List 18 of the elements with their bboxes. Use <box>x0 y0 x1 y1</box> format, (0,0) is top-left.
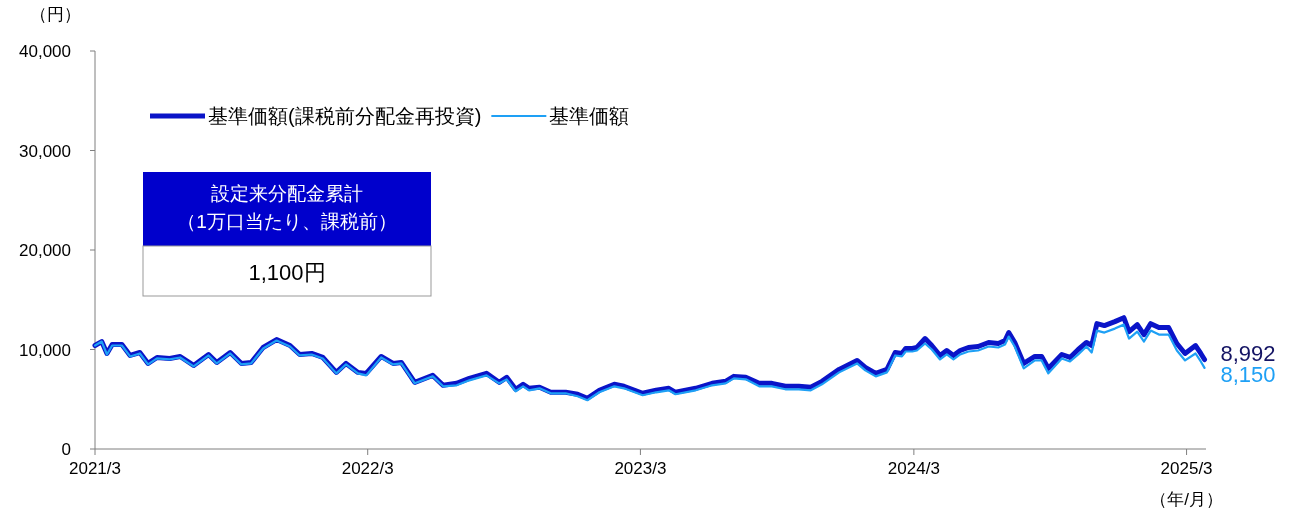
ytick-label: 30,000 <box>19 141 71 161</box>
ytick-label: 0 <box>61 440 71 459</box>
card-head: （1万口当たり、課税前） <box>177 211 397 232</box>
card-head: 設定来分配金累計 <box>211 183 363 204</box>
ylabel: （円） <box>30 5 81 24</box>
xtick-label: 2025/3 <box>1160 459 1213 478</box>
end-label: 8,992 <box>1220 340 1276 366</box>
xtick-label: 2021/3 <box>69 459 121 478</box>
ytick-label: 10,000 <box>19 340 71 360</box>
legend-label: 基準価額(課税前分配金再投資) <box>208 105 482 127</box>
ytick-label: 40,000 <box>19 42 71 61</box>
legend-label: 基準価額 <box>549 105 630 127</box>
xtick-label: 2024/3 <box>887 459 940 478</box>
card-value: 1,100円 <box>248 260 326 285</box>
ytick-label: 20,000 <box>19 241 71 260</box>
xlabel: （年/月） <box>1150 490 1223 509</box>
xtick-label: 2022/3 <box>341 459 394 478</box>
xtick-label: 2023/3 <box>614 459 667 478</box>
